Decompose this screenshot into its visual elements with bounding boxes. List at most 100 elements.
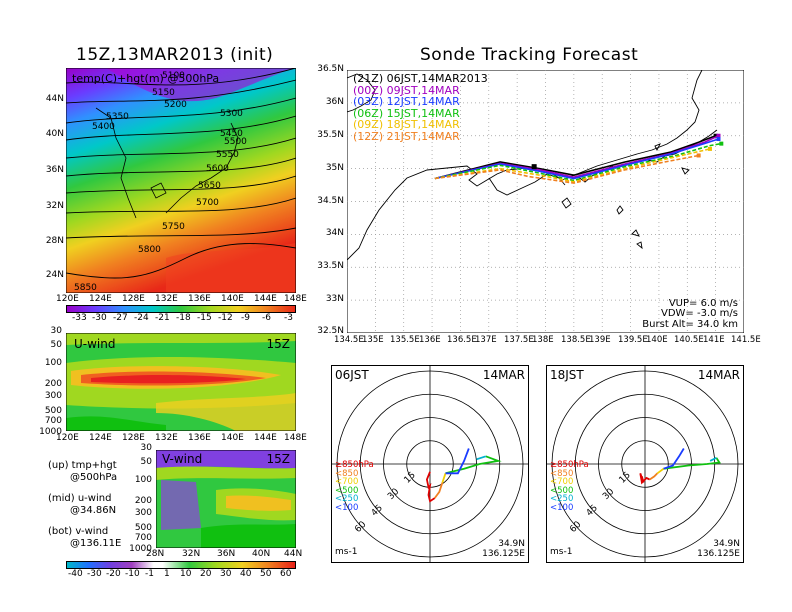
lat-tick: 36N [217, 549, 236, 559]
svg-text:5650: 5650 [198, 181, 221, 191]
lon-tick: 132E [155, 433, 178, 443]
p-tick: 100 [44, 358, 62, 368]
lon-tick: 140E [221, 294, 244, 304]
hodograph-left: 15 30 45 60 06JST 14MAR ≥850hPa <850 <700 <… [331, 365, 529, 563]
temp-hgt-panel: 5100 5150 5200 5300 5350 5400 5450 5500 … [65, 67, 297, 294]
p-tick: 30 [50, 326, 62, 336]
lon-tick: 148E [284, 294, 307, 304]
svg-text:5600: 5600 [206, 164, 229, 174]
lon-tick: 120E [56, 433, 79, 443]
legend-code: (09Z) [353, 118, 384, 131]
svg-text:5300: 5300 [220, 109, 243, 119]
wind-colorbar [66, 561, 296, 569]
hodo-line [425, 471, 436, 503]
p-tick: 30 [140, 443, 152, 453]
temp-lon-axis: 120E 124E 128E 132E 136E 140E 144E 148E [56, 294, 307, 306]
legend-text: 06JST,14MAR2013 [386, 72, 488, 85]
svg-text:5100: 5100 [162, 71, 185, 81]
vwind-field [155, 449, 297, 549]
legend-850: <850 [335, 468, 359, 479]
cbar-tick: -30 [87, 569, 102, 579]
hodo-line [663, 457, 721, 470]
legend-row-21z: (21Z) 06JST,14MAR2013 [353, 73, 488, 85]
lat-tick: 36.5N [317, 64, 344, 74]
legend-row-09z: (09Z) 18JST,14MAR [353, 119, 488, 131]
cbar-tick: -20 [106, 569, 121, 579]
legend-code: (12Z) [353, 129, 384, 143]
uwind-label: U-wind [74, 337, 116, 351]
p-tick: 1000 [129, 544, 152, 554]
cbar-tick: -33 [72, 313, 87, 323]
track-lon-axis: 134.5E 135E 135.5E 136E 136.5E 137E 137.… [334, 335, 761, 347]
legend-250: <250 [550, 494, 574, 504]
legend-850: <850 [550, 468, 574, 479]
legend-500: <500 [335, 485, 359, 496]
legend-row-06z: (06Z) 15JST,14MAR [353, 107, 488, 120]
temp-panel-label: temp(C)+hgt(m) @500hPa [72, 72, 220, 85]
cbar-tick: -6 [262, 313, 271, 323]
p-tick: 500 [134, 523, 152, 533]
legend-100: <100 [335, 502, 359, 513]
temp-colorbar-ticks: -33 -30 -27 -24 -21 -18 -15 -12 -9 -6 -3 [72, 313, 302, 325]
lon-tick: 136E [188, 294, 211, 304]
lon-tick: 132E [155, 294, 178, 304]
legend-700: <700 [550, 477, 574, 487]
p-tick: 50 [140, 457, 152, 467]
lon-tick: 136.5E [447, 335, 477, 345]
lat-tick: 33.5N [317, 261, 344, 271]
hodo-right-lat: 34.9N [713, 539, 740, 549]
lon-tick: 128E [122, 433, 145, 443]
cbar-tick: -21 [155, 313, 170, 323]
cbar-tick: 20 [200, 569, 212, 579]
svg-text:5700: 5700 [196, 198, 219, 208]
landing-point [716, 137, 721, 142]
cbar-tick: -15 [197, 313, 212, 323]
cbar-tick: -24 [134, 313, 149, 323]
svg-text:5750: 5750 [162, 222, 185, 232]
vwind-p-axis: 30 50 100 200 300 500 700 1000 [122, 443, 154, 554]
hodo-left-unit: ms-1 [335, 547, 358, 557]
hodo-right-date: 14MAR [697, 368, 740, 382]
lat-tick: 36N [45, 165, 64, 175]
hodo-right-time: 18JST [550, 368, 584, 382]
legend-row-03z: (03Z) 12JST,14MAR [353, 96, 488, 108]
wind-colorbar-ticks: -40 -30 -20 -10 -1 1 10 20 30 40 50 60 [66, 569, 300, 581]
vwind-panel: V-wind 15Z [155, 449, 297, 549]
hodo-line [663, 448, 685, 470]
hodo-right-lon: 136.125E [697, 549, 740, 559]
lat-tick: 40N [252, 549, 271, 559]
side-notes: (up) tmp+hgt @500hPa (mid) u-wind @34.86… [48, 460, 148, 550]
legend-text: 09JST,14MAR [386, 83, 460, 97]
svg-text:5800: 5800 [138, 245, 161, 255]
cbar-tick: 30 [220, 569, 232, 579]
p-tick: 300 [44, 391, 62, 401]
cbar-tick: -40 [68, 569, 83, 579]
lon-tick: 135E [362, 335, 384, 345]
note-mid-1: (mid) u-wind [48, 493, 112, 504]
p-tick: 700 [134, 533, 152, 543]
hodo-line [441, 473, 447, 483]
p-tick: 1000 [39, 427, 62, 437]
lat-tick: 28N [146, 549, 165, 559]
lon-tick: 140E [221, 433, 244, 443]
cbar-tick: -3 [284, 313, 293, 323]
lon-tick: 136E [419, 335, 441, 345]
note-up-1: (up) tmp+hgt [48, 460, 117, 471]
lon-tick: 141.5E [731, 335, 761, 345]
lon-tick: 120E [56, 294, 79, 304]
legend-row-00z: (00Z) 09JST,14MAR [353, 83, 488, 97]
legend-code: (00Z) [353, 83, 384, 97]
track-panel: (21Z) 06JST,14MAR2013 (00Z) 09JST,14MAR … [346, 69, 745, 334]
lat-tick: 33N [325, 294, 344, 304]
vup-value: VUP= 6.0 m/s [668, 297, 738, 309]
track-line [434, 154, 699, 184]
lat-tick: 44N [45, 94, 64, 104]
legend-500: <500 [550, 485, 574, 496]
legend-row-12z: (12Z) 21JST,14MAR [353, 129, 488, 143]
legend-250: <250 [335, 494, 359, 504]
lon-tick: 139.5E [618, 335, 648, 345]
uwind-panel: U-wind 15Z [65, 332, 297, 432]
uwind-field [65, 332, 297, 432]
hodo-line [476, 455, 487, 461]
svg-text:5350: 5350 [106, 112, 129, 122]
